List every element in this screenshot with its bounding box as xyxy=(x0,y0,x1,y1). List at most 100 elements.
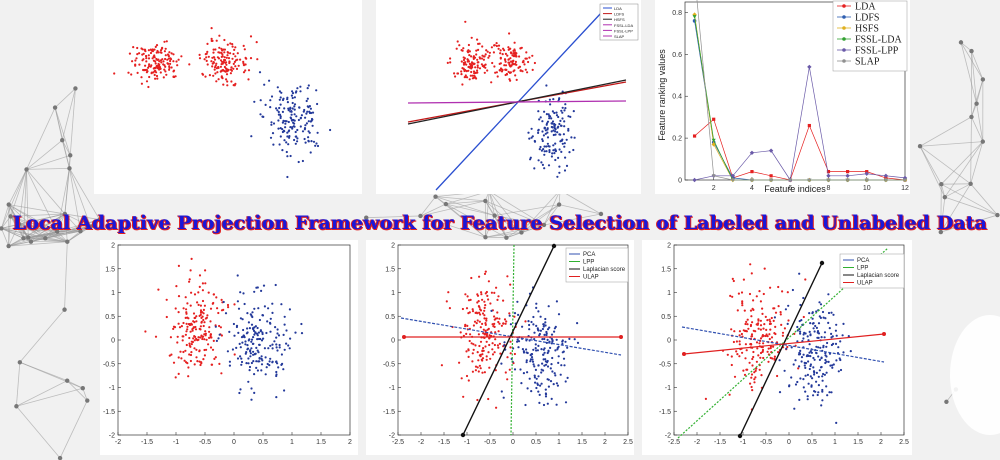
data-point xyxy=(216,71,219,74)
network-edge xyxy=(64,241,68,310)
data-point xyxy=(185,343,188,347)
data-point xyxy=(233,303,236,306)
data-marker xyxy=(730,178,735,182)
data-point xyxy=(213,58,217,61)
data-point xyxy=(300,332,304,335)
data-point xyxy=(483,306,486,309)
data-point xyxy=(169,59,172,63)
data-point xyxy=(186,302,189,305)
data-point xyxy=(749,382,752,385)
data-point xyxy=(503,64,506,67)
data-point xyxy=(192,312,196,315)
data-point xyxy=(558,133,561,136)
data-point xyxy=(519,47,522,50)
data-point xyxy=(565,138,568,141)
data-point xyxy=(212,51,215,54)
data-point xyxy=(220,75,223,78)
data-point xyxy=(530,390,533,393)
data-point xyxy=(576,322,579,325)
x-tick-label: -2 xyxy=(418,439,424,446)
data-point xyxy=(738,355,741,358)
data-point xyxy=(239,58,242,61)
data-point xyxy=(478,311,481,314)
data-point xyxy=(541,138,544,141)
data-point xyxy=(284,126,287,129)
data-point xyxy=(285,150,288,154)
data-point xyxy=(187,317,190,320)
data-point xyxy=(748,361,751,364)
data-point xyxy=(817,322,821,325)
data-point xyxy=(813,373,816,376)
data-point xyxy=(260,369,263,372)
data-point xyxy=(223,56,226,59)
data-point xyxy=(550,155,553,158)
data-point xyxy=(554,158,557,162)
network-edge xyxy=(971,51,977,104)
data-point xyxy=(508,368,511,371)
data-point xyxy=(160,61,163,64)
data-point xyxy=(315,89,318,92)
data-point xyxy=(839,340,842,343)
data-point xyxy=(145,71,148,74)
data-point xyxy=(554,128,557,131)
data-point xyxy=(494,369,497,372)
data-point xyxy=(245,351,248,354)
data-point xyxy=(187,366,190,369)
data-point xyxy=(291,101,294,105)
data-point xyxy=(221,55,224,58)
data-point xyxy=(316,144,320,148)
data-point xyxy=(135,57,138,60)
data-point xyxy=(471,77,474,80)
data-point xyxy=(803,331,806,334)
network-edge xyxy=(485,200,522,233)
data-point xyxy=(834,342,838,345)
data-point xyxy=(476,66,479,69)
data-point xyxy=(787,319,790,322)
network-node xyxy=(17,360,23,365)
data-point xyxy=(736,309,739,312)
data-point xyxy=(797,367,800,370)
data-point xyxy=(558,122,561,126)
data-point xyxy=(225,73,229,76)
data-point xyxy=(835,359,838,362)
data-point xyxy=(269,317,272,320)
x-tick-label: -0.5 xyxy=(484,439,496,446)
data-point xyxy=(248,327,251,330)
data-point xyxy=(552,144,555,147)
data-point xyxy=(477,333,480,336)
data-point xyxy=(806,373,809,376)
data-point xyxy=(230,80,233,83)
data-point xyxy=(307,139,310,142)
data-point xyxy=(113,72,116,75)
data-point xyxy=(816,336,819,339)
data-point xyxy=(478,364,481,367)
data-point xyxy=(280,353,283,356)
data-point xyxy=(534,368,537,371)
data-point xyxy=(136,46,139,50)
data-point xyxy=(286,135,289,138)
data-point xyxy=(180,55,183,58)
data-point xyxy=(549,367,552,370)
data-point xyxy=(228,330,231,333)
network-node xyxy=(519,230,524,235)
data-point xyxy=(206,63,209,66)
data-point xyxy=(260,339,264,342)
data-point xyxy=(502,396,505,399)
data-point xyxy=(168,68,171,71)
legend-label: LDFS xyxy=(614,12,625,17)
network-edge xyxy=(1,223,20,229)
data-point xyxy=(147,54,150,57)
data-point xyxy=(791,288,794,292)
data-point xyxy=(246,344,249,347)
network-node xyxy=(26,235,31,240)
lpp-line xyxy=(510,244,515,436)
data-point xyxy=(506,378,509,381)
network-edge xyxy=(69,168,100,220)
data-point xyxy=(271,343,274,346)
data-point xyxy=(806,395,809,398)
data-point xyxy=(493,44,496,47)
network-edge xyxy=(26,169,66,215)
data-point xyxy=(796,340,799,343)
network-edge xyxy=(61,88,76,141)
data-point xyxy=(240,360,244,364)
